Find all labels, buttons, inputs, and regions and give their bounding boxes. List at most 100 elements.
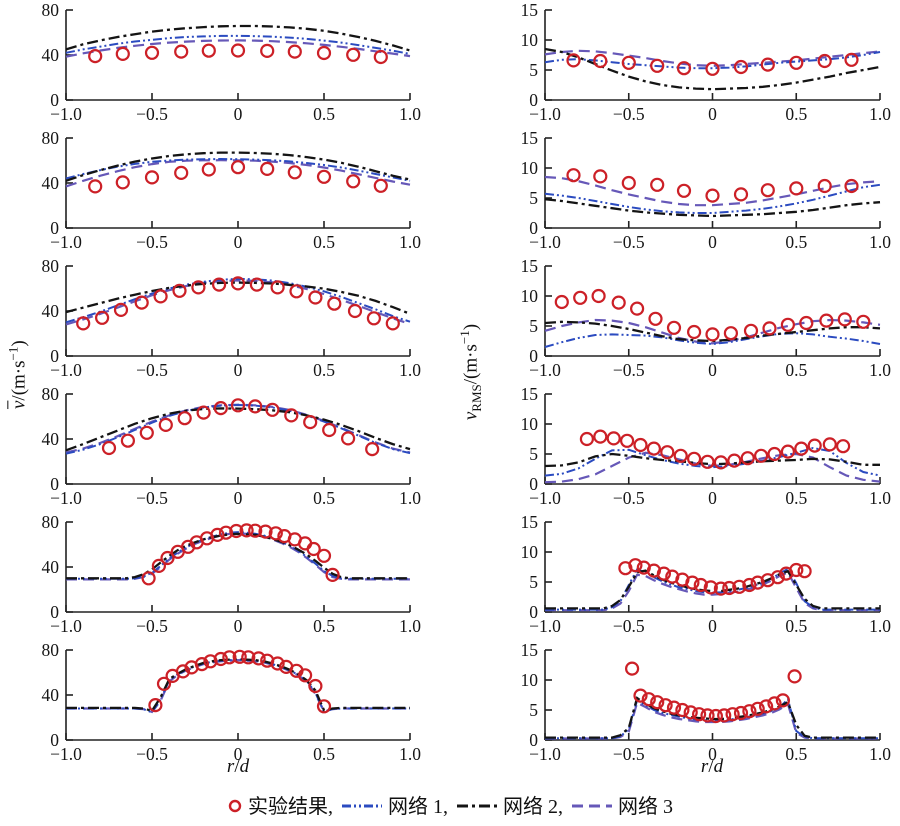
exp-data-point — [621, 55, 636, 70]
exp-data-point — [213, 401, 228, 416]
subplot-row3-col2: 0 5 10 15 −1.0 −0.5 0 0.5 1.0 — [521, 256, 892, 380]
x-tick-label: −0.5 — [136, 104, 168, 124]
exp-data-point — [120, 433, 136, 448]
y-tick-label: 15 — [521, 256, 539, 276]
exp-data-point — [203, 654, 218, 669]
x-tick-label: −0.5 — [136, 488, 168, 508]
exp-data-point — [144, 170, 160, 185]
x-tick-label: 0.5 — [785, 104, 807, 124]
exp-data-point — [316, 548, 332, 563]
exp-data-point — [218, 525, 234, 540]
exp-data-point — [230, 160, 246, 175]
series-line-net1 — [65, 277, 411, 324]
plot-grid: 0 40 80 −1.0 −0.5 0 0.5 1.0 0 5 10 15 −1.0 −0.5 0 0.5 1.… — [42, 0, 892, 764]
y-tick-label: 10 — [521, 542, 539, 562]
exp-data-point — [385, 316, 400, 331]
x-tick-label: 0.5 — [313, 744, 335, 764]
y-tick-label: 5 — [529, 60, 538, 80]
legend: 实验结果, 网络 1, 网络 2, 网络 3 — [0, 790, 900, 819]
x-tick-label: 1.0 — [869, 744, 891, 764]
exp-data-point — [158, 417, 173, 433]
series-line-net1 — [544, 51, 881, 70]
exp-data-point — [767, 446, 782, 462]
x-tick-label: −1.0 — [529, 488, 561, 508]
legend-item-net2: 网络 2, — [456, 790, 563, 819]
exp-data-point — [742, 704, 757, 719]
exp-data-point — [248, 523, 263, 538]
exp-data-point — [780, 444, 795, 459]
line-marker-icon — [572, 804, 612, 807]
x-tick-label: −0.5 — [136, 616, 168, 636]
exp-data-point — [229, 523, 244, 539]
series-line-net1 — [65, 157, 411, 182]
exp-data-point — [265, 402, 280, 417]
exp-data-point — [641, 692, 656, 707]
exp-data-point — [365, 441, 380, 457]
y-tick-label: 0 — [529, 730, 538, 750]
exp-data-point — [325, 567, 340, 583]
x-tick-label: −0.5 — [613, 232, 645, 252]
exp-data-point — [298, 536, 313, 551]
x-tick-label: 0.5 — [785, 616, 807, 636]
x-tick-label: 1.0 — [399, 232, 421, 252]
x-tick-label: −0.5 — [613, 616, 645, 636]
exp-data-point — [88, 179, 103, 194]
exp-data-point — [76, 316, 91, 331]
y-tick-label: 0 — [50, 90, 59, 110]
exp-data-point — [201, 162, 216, 177]
series-line-net3 — [66, 658, 410, 714]
exp-data-point — [693, 577, 708, 593]
y-tick-label: 0 — [50, 346, 59, 366]
exp-data-point — [174, 44, 189, 59]
exp-data-point — [630, 301, 645, 316]
x-tick-label: −1.0 — [50, 104, 82, 124]
y-tick-label: 0 — [529, 602, 538, 622]
exp-data-point — [160, 550, 175, 566]
exp-data-point — [554, 294, 569, 310]
x-tick-label: −0.5 — [136, 360, 168, 380]
series-line-net1 — [545, 567, 880, 611]
exp-data-point — [327, 296, 342, 311]
subplot-row6-col2: 0 5 10 15 −1.0 −0.5 0 0.5 1.0 — [521, 640, 892, 764]
x-tick-label: 1.0 — [869, 232, 891, 252]
subplot-row4-col1: 0 40 80 −1.0 −0.5 0 0.5 1.0 — [42, 384, 422, 508]
exp-data-point — [754, 448, 769, 463]
exp-data-point — [633, 437, 648, 453]
x-tick-label: 0 — [234, 488, 243, 508]
x-tick-label: 1.0 — [869, 488, 891, 508]
x-tick-label: 0 — [708, 104, 717, 124]
x-tick-label: 1.0 — [869, 104, 891, 124]
exp-data-point — [836, 439, 851, 454]
x-tick-label: −0.5 — [613, 104, 645, 124]
exp-data-point — [675, 702, 690, 718]
xlabel-right: r/d — [700, 756, 724, 777]
series-line-net3 — [544, 318, 881, 345]
x-tick-label: −1.0 — [529, 744, 561, 764]
exp-data-point — [703, 580, 718, 595]
exp-data-point — [646, 441, 661, 456]
exp-data-point — [759, 699, 774, 714]
exp-data-point — [316, 45, 332, 61]
exp-data-point — [628, 558, 643, 573]
exp-data-point — [141, 571, 156, 586]
x-tick-label: 0 — [234, 232, 243, 252]
exp-data-point — [566, 53, 581, 68]
exp-data-point — [750, 575, 765, 590]
series-line-net2 — [66, 532, 410, 580]
series-line-net2 — [544, 47, 881, 91]
exp-data-point — [579, 431, 594, 447]
x-tick-label: 1.0 — [399, 360, 421, 380]
exp-data-point — [713, 455, 728, 470]
exp-data-point — [194, 657, 209, 672]
exp-data-point — [593, 53, 608, 69]
x-tick-label: −0.5 — [613, 744, 645, 764]
exp-data-point — [817, 53, 832, 69]
y-tick-label: 10 — [521, 414, 539, 434]
x-tick-label: 1.0 — [399, 104, 421, 124]
exp-data-point — [727, 453, 742, 468]
series-line-net3 — [545, 570, 880, 612]
exp-data-point — [248, 399, 263, 414]
series-line-net1 — [66, 531, 410, 580]
exp-data-point — [856, 314, 871, 329]
exp-data-point — [101, 440, 117, 456]
